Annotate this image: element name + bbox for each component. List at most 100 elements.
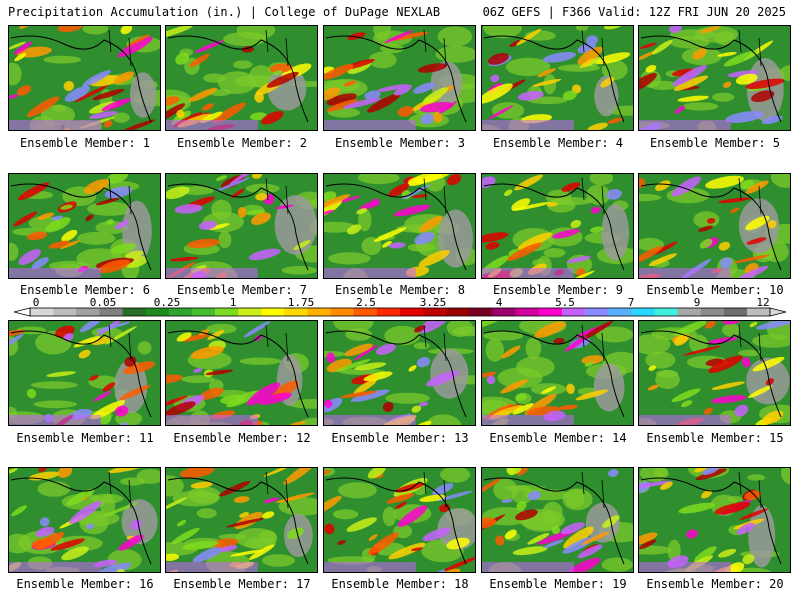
precip-field xyxy=(9,174,160,278)
precip-field xyxy=(482,321,633,425)
colorbar-segment xyxy=(330,308,355,316)
member-label: Ensemble Member: 2 xyxy=(176,136,308,150)
colorbar-segment xyxy=(122,308,146,316)
ensemble-map xyxy=(165,25,318,131)
colorbar-segment xyxy=(215,308,239,316)
colorbar-segment xyxy=(145,308,170,316)
precip-field xyxy=(639,26,790,130)
colorbar-segment xyxy=(492,308,516,316)
colorbar-tick-label: 9 xyxy=(693,296,701,309)
member-label: Ensemble Member: 9 xyxy=(492,283,624,297)
precip-field xyxy=(9,26,160,130)
colorbar-segment xyxy=(746,308,771,316)
colorbar-tick-label: 5.5 xyxy=(555,296,575,309)
precip-field xyxy=(482,174,633,278)
colorbar-segment xyxy=(99,308,123,316)
member-label: Ensemble Member: 8 xyxy=(334,283,466,297)
ensemble-map xyxy=(8,25,161,131)
colorbar-tick-label: 0.05 xyxy=(89,296,117,309)
colorbar-segment xyxy=(561,308,586,316)
precip-field xyxy=(639,468,790,572)
colorbar-tick-label: 0 xyxy=(32,296,40,309)
colorbar-segment xyxy=(261,308,285,316)
precip-field xyxy=(482,468,633,572)
colorbar-segment xyxy=(608,308,632,316)
ensemble-map xyxy=(165,320,318,426)
colorbar-max-arrow xyxy=(769,307,787,317)
colorbar-segment xyxy=(376,308,401,316)
colorbar: 0 0.05 0.25 1 1.75 2.5 3.25 4 5.5 7 9 12 xyxy=(0,296,800,322)
member-label: Ensemble Member: 7 xyxy=(176,283,308,297)
ensemble-map xyxy=(638,320,791,426)
precip-field xyxy=(166,26,317,130)
colorbar-segment xyxy=(723,308,748,316)
precip-field xyxy=(324,174,475,278)
member-label: Ensemble Member: 19 xyxy=(489,577,627,591)
precip-field xyxy=(166,468,317,572)
ensemble-map xyxy=(323,320,476,426)
colorbar-segment xyxy=(631,308,655,316)
colorbar-min-arrow xyxy=(13,307,31,317)
member-label: Ensemble Member: 14 xyxy=(489,431,627,445)
colorbar-segment xyxy=(423,308,447,316)
member-label: Ensemble Member: 12 xyxy=(173,431,311,445)
precip-field xyxy=(639,174,790,278)
ensemble-map xyxy=(323,467,476,573)
colorbar-segment xyxy=(654,308,678,316)
colorbar-segment xyxy=(53,308,77,316)
colorbar-tick-label: 2.5 xyxy=(356,296,376,309)
member-label: Ensemble Member: 20 xyxy=(646,577,784,591)
colorbar-segment xyxy=(30,308,54,316)
ensemble-map xyxy=(165,467,318,573)
colorbar-segment xyxy=(353,308,378,316)
ensemble-map xyxy=(481,467,634,573)
precip-field xyxy=(166,321,317,425)
member-label: Ensemble Member: 16 xyxy=(16,577,154,591)
colorbar-segment xyxy=(76,308,100,316)
colorbar-tick-label: 1 xyxy=(229,296,237,309)
member-label: Ensemble Member: 6 xyxy=(19,283,151,297)
member-label: Ensemble Member: 18 xyxy=(331,577,469,591)
colorbar-segment xyxy=(677,308,701,316)
colorbar-segment xyxy=(168,308,193,316)
colorbar-segment xyxy=(700,308,725,316)
colorbar-segment xyxy=(538,308,563,316)
run-info: 06Z GEFS | F366 Valid: 12Z FRI JUN 20 20… xyxy=(482,5,786,19)
precip-field xyxy=(324,26,475,130)
colorbar-segment xyxy=(238,308,262,316)
ensemble-map xyxy=(8,173,161,279)
precip-field xyxy=(9,321,160,425)
precip-field xyxy=(324,468,475,572)
member-label: Ensemble Member: 15 xyxy=(646,431,784,445)
colorbar-segment xyxy=(307,308,331,316)
colorbar-segment xyxy=(515,308,540,316)
ensemble-map xyxy=(8,467,161,573)
ensemble-map xyxy=(323,173,476,279)
colorbar-segment xyxy=(585,308,609,316)
member-label: Ensemble Member: 4 xyxy=(492,136,624,150)
member-label: Ensemble Member: 3 xyxy=(334,136,466,150)
ensemble-map xyxy=(638,25,791,131)
colorbar-scale xyxy=(13,307,787,317)
ensemble-map xyxy=(481,320,634,426)
member-label: Ensemble Member: 10 xyxy=(646,283,784,297)
precip-field xyxy=(482,26,633,130)
colorbar-segment xyxy=(400,308,424,316)
precip-field xyxy=(324,321,475,425)
precip-field xyxy=(166,174,317,278)
ensemble-map xyxy=(165,173,318,279)
member-label: Ensemble Member: 5 xyxy=(649,136,781,150)
ensemble-map xyxy=(481,25,634,131)
precip-field xyxy=(9,468,160,572)
member-label: Ensemble Member: 13 xyxy=(331,431,469,445)
colorbar-tick-label: 12 xyxy=(756,296,770,309)
member-label: Ensemble Member: 1 xyxy=(19,136,151,150)
colorbar-tick-label: 7 xyxy=(627,296,635,309)
ensemble-map xyxy=(638,173,791,279)
member-label: Ensemble Member: 17 xyxy=(173,577,311,591)
colorbar-segment xyxy=(446,308,470,316)
ensemble-map xyxy=(323,25,476,131)
colorbar-tick-label: 0.25 xyxy=(153,296,181,309)
ensemble-map xyxy=(638,467,791,573)
ensemble-map xyxy=(8,320,161,426)
